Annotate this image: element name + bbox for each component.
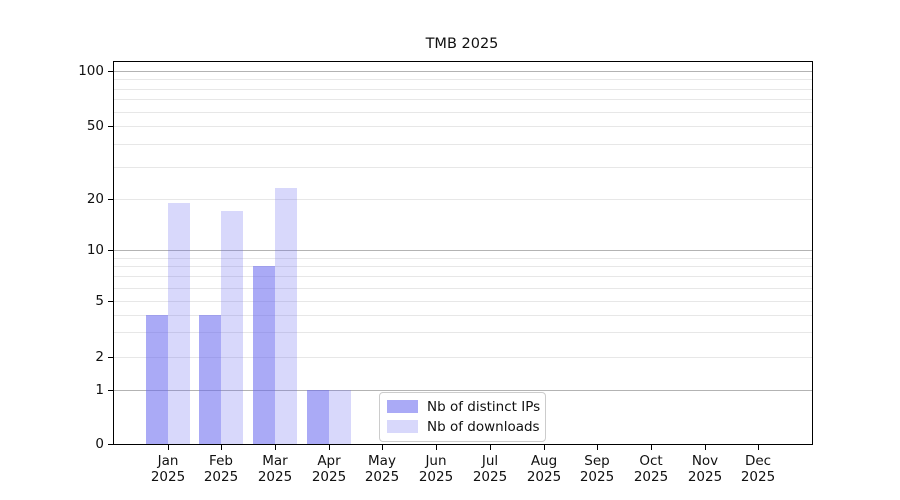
x-tick-mark (221, 445, 222, 450)
x-tick-mark (651, 445, 652, 450)
legend-swatch-distinct-ips (387, 400, 418, 413)
x-tick-mark (168, 445, 169, 450)
gridline-minor (114, 258, 812, 259)
x-tick-label-may: May 2025 (364, 453, 400, 485)
gridline-minor (114, 357, 812, 358)
x-tick-label-mar: Mar 2025 (257, 453, 293, 485)
x-tick-mark (329, 445, 330, 450)
y-tick-label: 20 (86, 191, 104, 207)
gridline-minor (114, 276, 812, 277)
x-tick-mark (275, 445, 276, 450)
bar-downloads-jan (168, 203, 190, 444)
legend-label-downloads: Nb of downloads (427, 418, 540, 435)
x-tick-label-jul: Jul 2025 (472, 453, 508, 485)
y-tick-label: 50 (86, 118, 104, 134)
gridline-minor (114, 315, 812, 316)
gridline-minor (114, 332, 812, 333)
y-tick-mark (108, 250, 113, 251)
x-tick-label-jun: Jun 2025 (418, 453, 454, 485)
x-tick-mark (597, 445, 598, 450)
y-tick-label: 1 (95, 382, 104, 398)
gridline-minor (114, 199, 812, 200)
y-tick-mark (108, 357, 113, 358)
gridline-minor (114, 167, 812, 168)
x-tick-mark (436, 445, 437, 450)
legend-swatch-downloads (387, 420, 418, 433)
bar-distinct-ips-mar (253, 266, 275, 444)
y-tick-label: 0 (95, 436, 104, 452)
legend-item-distinct-ips: Nb of distinct IPs (387, 398, 541, 415)
gridline-minor (114, 144, 812, 145)
x-tick-label-feb: Feb 2025 (203, 453, 239, 485)
y-tick-mark (108, 444, 113, 445)
gridline-major (114, 390, 812, 391)
gridline-minor (114, 79, 812, 80)
x-tick-label-jan: Jan 2025 (150, 453, 186, 485)
gridline-minor (114, 266, 812, 267)
chart-title: TMB 2025 (425, 36, 499, 52)
legend-label-distinct-ips: Nb of distinct IPs (427, 398, 541, 415)
legend: Nb of distinct IPs Nb of downloads (379, 392, 546, 442)
x-tick-label-oct: Oct 2025 (633, 453, 669, 485)
y-tick-label: 100 (78, 63, 104, 79)
y-tick-mark (108, 199, 113, 200)
bar-downloads-apr (329, 390, 351, 444)
gridline-minor (114, 288, 812, 289)
gridline-major (114, 71, 812, 72)
x-tick-label-dec: Dec 2025 (740, 453, 776, 485)
y-tick-mark (108, 301, 113, 302)
x-tick-label-apr: Apr 2025 (311, 453, 347, 485)
bar-downloads-feb (221, 211, 243, 444)
gridline-minor (114, 126, 812, 127)
gridline-minor (114, 89, 812, 90)
bar-distinct-ips-feb (199, 315, 221, 444)
gridline-major (114, 250, 812, 251)
y-tick-label: 2 (95, 349, 104, 365)
x-tick-mark (758, 445, 759, 450)
y-tick-label: 10 (86, 242, 104, 258)
y-tick-label: 5 (95, 293, 104, 309)
y-tick-mark (108, 71, 113, 72)
legend-item-downloads: Nb of downloads (387, 418, 540, 435)
x-tick-label-sep: Sep 2025 (579, 453, 615, 485)
bar-downloads-mar (275, 188, 297, 444)
x-tick-mark (705, 445, 706, 450)
x-tick-mark (490, 445, 491, 450)
x-tick-mark (544, 445, 545, 450)
bar-distinct-ips-jan (146, 315, 168, 444)
gridline-minor (114, 112, 812, 113)
y-tick-mark (108, 390, 113, 391)
plot-area: Nb of distinct IPs Nb of downloads 0 1 2 5 1… (78, 61, 813, 484)
gridline-minor (114, 301, 812, 302)
bar-distinct-ips-apr (307, 390, 329, 444)
x-tick-label-nov: Nov 2025 (687, 453, 723, 485)
x-tick-mark (382, 445, 383, 450)
gridline-minor (114, 99, 812, 100)
y-tick-mark (108, 126, 113, 127)
x-tick-label-aug: Aug 2025 (526, 453, 562, 485)
